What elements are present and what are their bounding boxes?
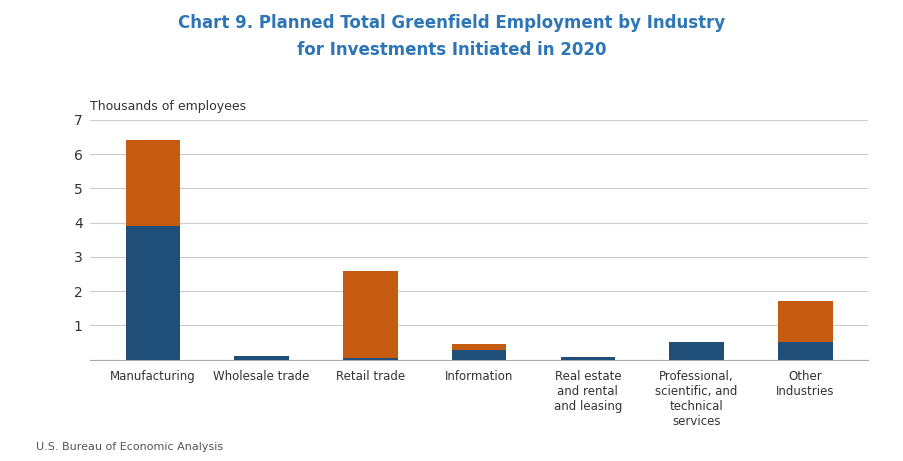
Bar [343, 271, 397, 358]
Text: U.S. Bureau of Economic Analysis: U.S. Bureau of Economic Analysis [36, 442, 223, 452]
Bar [452, 350, 506, 360]
Bar [126, 226, 180, 360]
Bar [234, 356, 289, 360]
Text: Chart 9. Planned Total Greenfield Employment by Industry: Chart 9. Planned Total Greenfield Employ… [178, 14, 725, 32]
Bar [777, 343, 832, 360]
Bar [343, 358, 397, 360]
Bar [452, 344, 506, 350]
Text: for Investments Initiated in 2020: for Investments Initiated in 2020 [297, 41, 606, 59]
Text: Thousands of employees: Thousands of employees [90, 100, 247, 113]
Bar [668, 343, 723, 360]
Bar [126, 141, 180, 226]
Bar [777, 301, 832, 343]
Bar [560, 357, 614, 360]
